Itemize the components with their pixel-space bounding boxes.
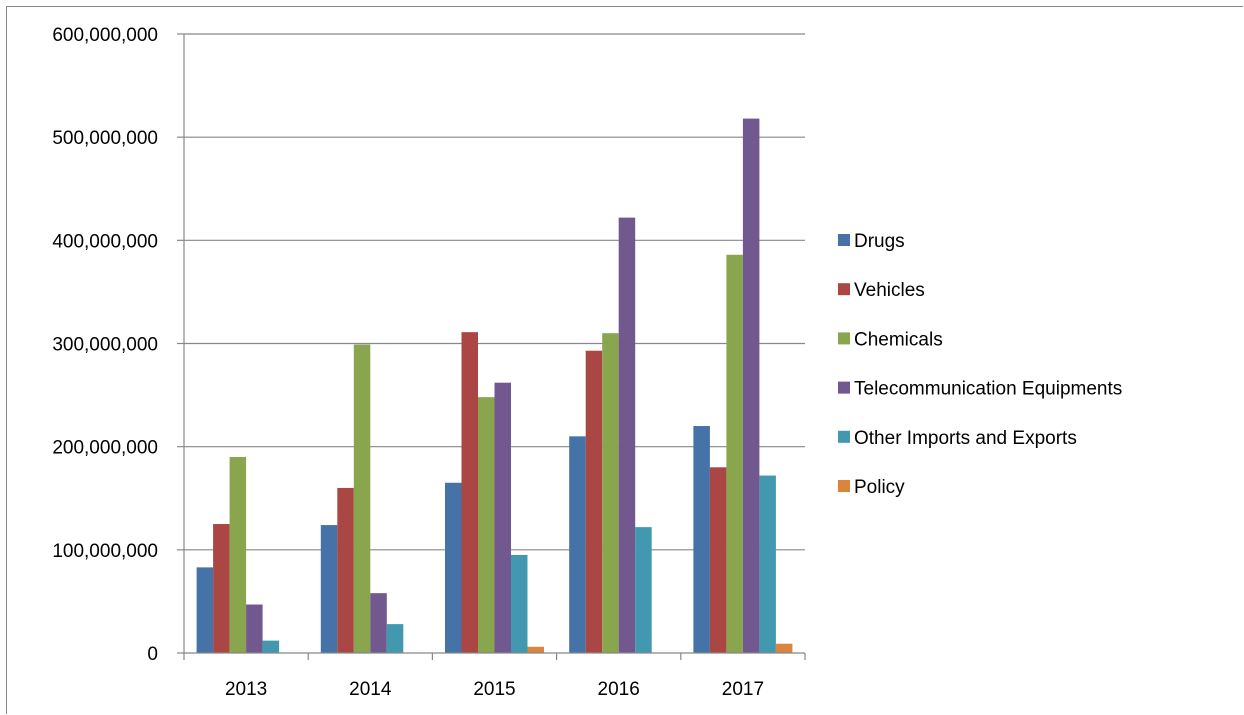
x-axis-tick-labels: 2013 2014 2015 2016 2017 <box>225 679 764 700</box>
legend-label: Vehicles <box>854 280 925 301</box>
bar-telecommunication-equipments-2017 <box>742 118 760 654</box>
bar-vehicles-2015 <box>461 332 478 653</box>
legend-swatch <box>838 480 850 492</box>
bar-drugs-2016 <box>569 436 586 653</box>
legend-swatch <box>838 332 850 345</box>
y-tick-label: 0 <box>147 644 158 665</box>
bar-vehicles-2014 <box>337 487 354 653</box>
legend-item: Chemicals <box>838 329 943 350</box>
axes <box>177 33 806 660</box>
bar-policy-2017 <box>775 643 793 653</box>
bars <box>196 118 793 654</box>
bar-drugs-2014 <box>320 525 338 653</box>
x-tick-label: 2015 <box>473 679 515 700</box>
bar-other-imports-and-exports-2015 <box>511 554 528 653</box>
y-tick-label: 300,000,000 <box>52 335 158 356</box>
bar-drugs-2013 <box>196 567 214 653</box>
legend: Drugs Vehicles Chemicals Telecommunication … <box>838 231 1122 498</box>
y-tick-label: 200,000,000 <box>52 438 158 459</box>
legend-label: Other Imports and Exports <box>854 428 1077 449</box>
bar-telecommunication-equipments-2016 <box>618 217 636 653</box>
bar-other-imports-and-exports-2013 <box>262 640 280 653</box>
y-tick-label: 600,000,000 <box>52 25 158 46</box>
y-axis-tick-labels: 0 100,000,000 200,000,000 300,000,000 400,00… <box>52 25 158 665</box>
y-tick-label: 100,000,000 <box>52 541 158 562</box>
bar-vehicles-2017 <box>709 467 727 653</box>
legend-item: Other Imports and Exports <box>838 428 1077 449</box>
legend-item: Vehicles <box>838 280 925 301</box>
legend-swatch <box>838 283 850 296</box>
legend-swatch <box>838 430 850 443</box>
bar-chemicals-2014 <box>353 344 371 653</box>
legend-label: Drugs <box>854 231 905 252</box>
bar-drugs-2017 <box>693 426 710 653</box>
legend-label: Policy <box>854 477 905 498</box>
legend-swatch <box>838 234 850 246</box>
legend-item: Telecommunication Equipments <box>838 379 1122 400</box>
bar-chemicals-2016 <box>602 333 619 653</box>
bar-other-imports-and-exports-2016 <box>635 527 652 653</box>
bar-vehicles-2016 <box>585 350 603 653</box>
legend-item: Policy <box>838 477 905 498</box>
bar-other-imports-and-exports-2014 <box>386 624 404 653</box>
bar-telecommunication-equipments-2014 <box>370 593 387 653</box>
bar-telecommunication-equipments-2015 <box>494 382 511 653</box>
bar-chemicals-2017 <box>726 254 743 653</box>
y-tick-label: 500,000,000 <box>52 128 158 149</box>
bar-drugs-2015 <box>445 482 462 653</box>
bar-other-imports-and-exports-2017 <box>759 475 776 653</box>
bar-policy-2015 <box>527 646 544 653</box>
legend-label: Chemicals <box>854 329 943 350</box>
bar-telecommunication-equipments-2013 <box>246 604 263 653</box>
x-tick-label: 2017 <box>722 679 764 700</box>
bar-vehicles-2013 <box>213 524 230 653</box>
x-tick-label: 2013 <box>225 679 267 700</box>
x-tick-label: 2016 <box>598 679 640 700</box>
bar-chemicals-2015 <box>478 397 495 653</box>
bar-chemicals-2013 <box>229 456 247 653</box>
legend-label: Telecommunication Equipments <box>854 379 1122 400</box>
x-tick-label: 2014 <box>349 679 392 700</box>
legend-item: Drugs <box>838 231 905 252</box>
y-tick-label: 400,000,000 <box>52 231 158 252</box>
legend-swatch <box>838 381 850 394</box>
